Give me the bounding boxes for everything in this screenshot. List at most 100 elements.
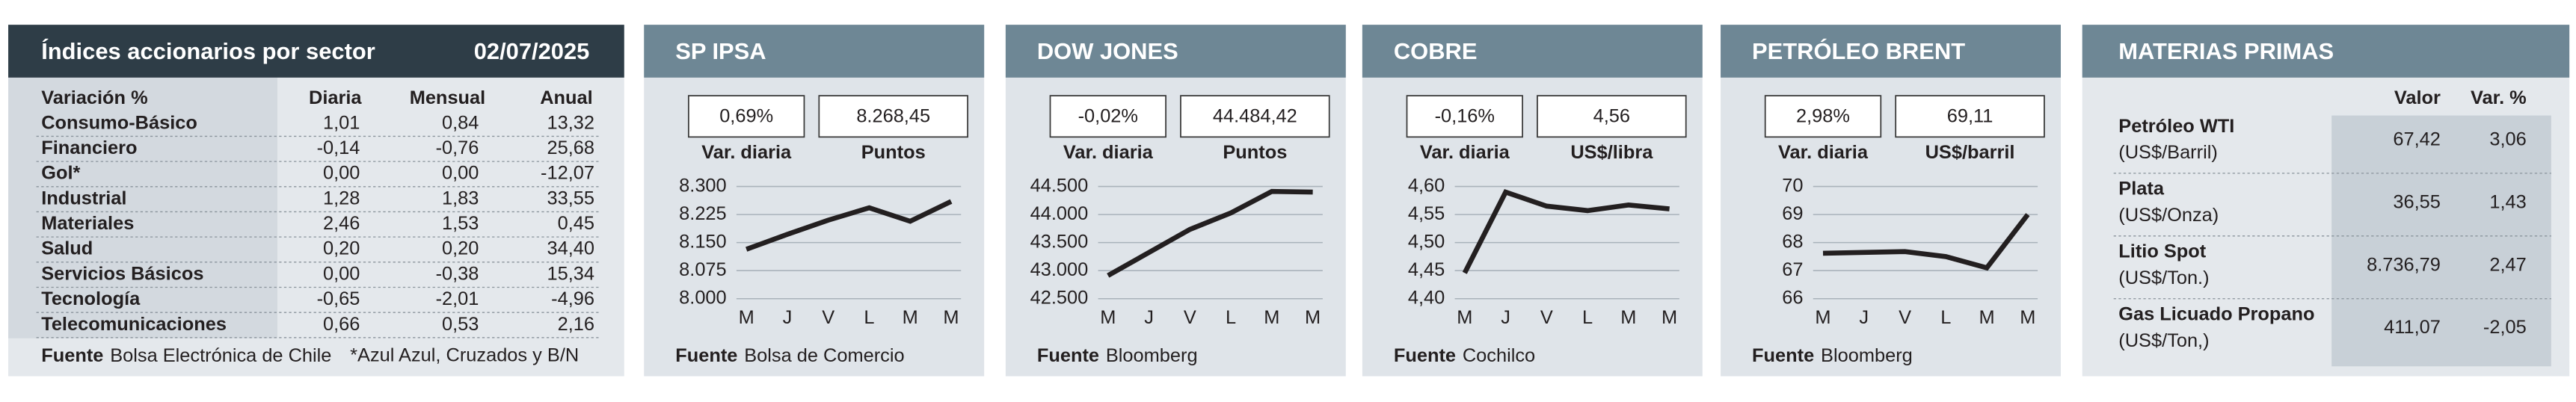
y-tick-label: 8.075 [679, 259, 727, 280]
footnote: *Azul Azul, Cruzados y B/N [350, 345, 579, 366]
x-tick-label: V [1184, 307, 1196, 328]
commodity-change: 2,47 [2489, 254, 2526, 275]
stat-box [818, 95, 968, 138]
table-header: Variación % [41, 87, 147, 108]
source: Fuente Bloomberg [1752, 345, 1913, 366]
source-label: Fuente [675, 345, 737, 366]
commodity-value: 36,55 [2393, 191, 2441, 212]
table-cell: 34,40 [547, 238, 595, 259]
source-name: Cochilco [1463, 345, 1535, 366]
table-cell: -2,01 [436, 288, 479, 309]
commodity-value: 67,42 [2393, 129, 2441, 149]
table-cell: 2,46 [323, 213, 360, 234]
y-tick-label: 4,55 [1408, 203, 1445, 224]
table-cell: -0,65 [317, 288, 360, 309]
line-series [1107, 188, 1313, 278]
stat-box [1049, 95, 1166, 138]
table-cell: 15,34 [547, 263, 595, 284]
table-cell: 1,83 [442, 188, 479, 208]
stat-value: 69,11 [1947, 106, 1994, 127]
row-label: Servicios Básicos [41, 263, 203, 284]
y-tick-label: 43.500 [1030, 231, 1089, 252]
y-tick-label: 4,40 [1408, 287, 1445, 308]
table-cell: 0,20 [323, 238, 360, 259]
source-name: Bloomberg [1821, 345, 1913, 366]
stat-label: Var. diaria [701, 142, 792, 163]
panel-header [2082, 25, 2570, 78]
line-series [1462, 189, 1670, 274]
x-tick-label: V [1899, 307, 1911, 328]
column-header: Valor [2394, 87, 2441, 108]
stat-label: US$/barril [1925, 142, 2015, 163]
source-label: Fuente [1394, 345, 1456, 366]
source: Fuente Cochilco [1394, 345, 1535, 366]
y-tick-label: 43.000 [1030, 259, 1089, 280]
commodity-value: 8.736,79 [2367, 254, 2441, 275]
table-cell: -0,14 [317, 137, 360, 158]
x-tick-label: J [1859, 307, 1869, 328]
source: Fuente Bolsa Electrónica de Chile [41, 345, 331, 366]
stat-box [1764, 95, 1882, 138]
row-label: Financiero [41, 137, 137, 158]
table-cell: 0,00 [323, 263, 360, 284]
table-cell: 0,53 [442, 314, 479, 335]
x-tick-label: M [1457, 307, 1472, 328]
commodity-value: 411,07 [2384, 317, 2441, 338]
line-series [1822, 213, 2030, 271]
y-tick-label: 42.500 [1030, 287, 1089, 308]
panel-title: MATERIAS PRIMAS [2118, 38, 2334, 64]
table-cell: -4,96 [551, 288, 594, 309]
table-cell: 1,28 [323, 188, 360, 208]
table-cell: -0,38 [436, 263, 479, 284]
x-tick-label: M [903, 307, 918, 328]
table-header: Anual [540, 87, 593, 108]
source-label: Fuente [41, 345, 103, 366]
panel-title: DOW JONES [1037, 38, 1178, 64]
panel-title: SP IPSA [675, 38, 766, 64]
stat-value: 0,69% [719, 106, 773, 127]
commodity-unit: (US$/Barril) [2118, 142, 2218, 163]
stat-box [1537, 95, 1687, 138]
table-cell: 0,66 [323, 314, 360, 335]
y-tick-label: 8.150 [679, 231, 727, 252]
x-tick-label: M [1815, 307, 1830, 328]
stat-label: Puntos [1223, 142, 1287, 163]
source-label: Fuente [1752, 345, 1814, 366]
y-tick-label: 70 [1782, 175, 1803, 196]
panel-header [8, 25, 624, 78]
table-cell: -12,07 [541, 163, 594, 184]
y-tick-label: 4,60 [1408, 175, 1445, 196]
commodity-change: 1,43 [2489, 191, 2526, 212]
panel-header [1721, 25, 2061, 78]
y-tick-label: 69 [1782, 203, 1803, 224]
table-cell: 1,01 [323, 112, 360, 133]
x-tick-label: L [1940, 307, 1951, 328]
y-tick-label: 68 [1782, 231, 1803, 252]
y-tick-label: 8.225 [679, 203, 727, 224]
stat-box [1180, 95, 1330, 138]
stat-box [1895, 95, 2045, 138]
x-tick-label: J [1501, 307, 1510, 328]
y-tick-label: 8.000 [679, 287, 727, 308]
panel-date: 02/07/2025 [474, 38, 590, 64]
panel-title: PETRÓLEO BRENT [1752, 37, 1965, 64]
source-label: Fuente [1037, 345, 1099, 366]
commodity-change: 3,06 [2489, 129, 2526, 149]
commodity-unit: (US$/Ton.) [2118, 268, 2209, 288]
stat-value: -0,16% [1435, 106, 1495, 127]
table-cell: 0,20 [442, 238, 479, 259]
row-label: Gol* [41, 163, 80, 184]
panel-header [1362, 25, 1703, 78]
values-column [2331, 115, 2551, 367]
table-cell: 0,45 [558, 213, 594, 234]
stat-box [687, 95, 805, 138]
stat-value: 44.484,42 [1213, 106, 1297, 127]
x-tick-label: M [1100, 307, 1116, 328]
table-cell: 1,53 [442, 213, 479, 234]
x-tick-label: J [783, 307, 793, 328]
y-tick-label: 44.500 [1030, 175, 1089, 196]
source-name: Bolsa Electrónica de Chile [110, 345, 331, 366]
stat-label: Var. diaria [1420, 142, 1510, 163]
stat-value: 8.268,45 [856, 106, 930, 127]
